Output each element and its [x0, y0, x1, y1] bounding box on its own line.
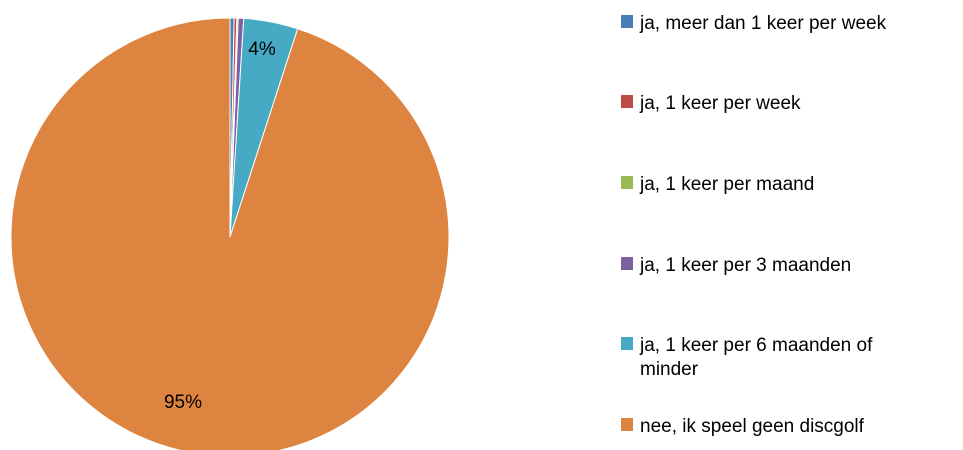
legend-label-1: ja, meer dan 1 keer per week — [639, 13, 887, 34]
legend: ja, meer dan 1 keer per week ja, 1 keer p… — [621, 13, 887, 437]
legend-swatch-2 — [621, 95, 633, 108]
pie-slice-6 — [10, 17, 450, 450]
data-label-6: 95% — [164, 392, 202, 413]
legend-label-2: ja, 1 keer per week — [639, 93, 801, 114]
legend-label-4: ja, 1 keer per 3 maanden — [639, 255, 851, 276]
data-labels: 4% 95% — [164, 39, 276, 413]
legend-swatch-1 — [621, 15, 633, 28]
legend-label-5: ja, 1 keer per 6 maanden of minder — [639, 335, 873, 380]
legend-label-3: ja, 1 keer per maand — [639, 174, 814, 195]
legend-swatch-6 — [621, 418, 633, 431]
data-label-5: 4% — [248, 39, 276, 60]
pie-slices — [10, 17, 450, 450]
legend-swatch-3 — [621, 176, 633, 189]
legend-swatch-5 — [621, 337, 633, 350]
legend-swatch-4 — [621, 257, 633, 270]
legend-label-6: nee, ik speel geen discgolf — [640, 416, 865, 437]
